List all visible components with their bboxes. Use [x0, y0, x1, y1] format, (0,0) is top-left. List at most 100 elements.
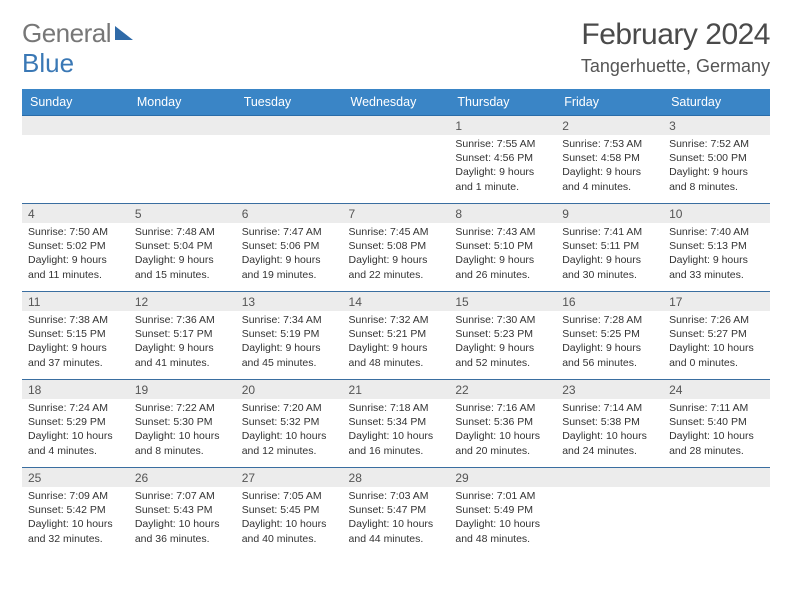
day-line: and 48 minutes.	[349, 356, 444, 370]
header: General February 2024 Tangerhuette, Germ…	[22, 18, 770, 77]
day-line: Sunset: 5:10 PM	[455, 239, 550, 253]
day-details: Sunrise: 7:01 AMSunset: 5:49 PMDaylight:…	[449, 487, 556, 556]
calendar-cell: 14Sunrise: 7:32 AMSunset: 5:21 PMDayligh…	[343, 292, 450, 380]
day-line: Sunrise: 7:48 AM	[135, 225, 230, 239]
day-number: 4	[22, 204, 129, 223]
day-line: and 19 minutes.	[242, 268, 337, 282]
day-line: Daylight: 10 hours	[669, 341, 764, 355]
day-line: Daylight: 10 hours	[562, 429, 657, 443]
day-line: Sunrise: 7:30 AM	[455, 313, 550, 327]
calendar-cell-empty	[129, 116, 236, 204]
calendar-cell: 24Sunrise: 7:11 AMSunset: 5:40 PMDayligh…	[663, 380, 770, 468]
day-line: Sunset: 5:23 PM	[455, 327, 550, 341]
day-line: Daylight: 9 hours	[669, 253, 764, 267]
day-line: Sunset: 5:30 PM	[135, 415, 230, 429]
day-details: Sunrise: 7:53 AMSunset: 4:58 PMDaylight:…	[556, 135, 663, 203]
day-line: Daylight: 10 hours	[135, 517, 230, 531]
calendar-cell: 6Sunrise: 7:47 AMSunset: 5:06 PMDaylight…	[236, 204, 343, 292]
day-line: Sunset: 5:38 PM	[562, 415, 657, 429]
day-number-empty	[663, 468, 770, 487]
day-line: and 30 minutes.	[562, 268, 657, 282]
weekday-header: Tuesday	[236, 89, 343, 116]
day-line: Daylight: 9 hours	[562, 341, 657, 355]
day-number: 2	[556, 116, 663, 135]
calendar-cell: 25Sunrise: 7:09 AMSunset: 5:42 PMDayligh…	[22, 468, 129, 556]
day-line: Sunset: 5:34 PM	[349, 415, 444, 429]
day-line: Daylight: 9 hours	[135, 253, 230, 267]
day-details: Sunrise: 7:40 AMSunset: 5:13 PMDaylight:…	[663, 223, 770, 291]
calendar-cell: 3Sunrise: 7:52 AMSunset: 5:00 PMDaylight…	[663, 116, 770, 204]
day-line: and 37 minutes.	[28, 356, 123, 370]
weekday-header: Monday	[129, 89, 236, 116]
day-line: Daylight: 10 hours	[242, 429, 337, 443]
day-details: Sunrise: 7:47 AMSunset: 5:06 PMDaylight:…	[236, 223, 343, 291]
weekday-header: Wednesday	[343, 89, 450, 116]
day-line: Daylight: 10 hours	[28, 517, 123, 531]
day-line: Daylight: 9 hours	[242, 253, 337, 267]
day-line: Sunset: 5:00 PM	[669, 151, 764, 165]
day-details: Sunrise: 7:26 AMSunset: 5:27 PMDaylight:…	[663, 311, 770, 379]
day-number: 5	[129, 204, 236, 223]
day-line: Daylight: 9 hours	[28, 253, 123, 267]
day-line: and 32 minutes.	[28, 532, 123, 546]
day-line: Sunrise: 7:16 AM	[455, 401, 550, 415]
day-line: Sunrise: 7:53 AM	[562, 137, 657, 151]
day-line: and 36 minutes.	[135, 532, 230, 546]
day-line: Sunrise: 7:34 AM	[242, 313, 337, 327]
calendar-cell-empty	[556, 468, 663, 556]
calendar-cell: 2Sunrise: 7:53 AMSunset: 4:58 PMDaylight…	[556, 116, 663, 204]
calendar-cell: 5 Sunrise: 7:48 AMSunset: 5:04 PMDaylight…	[129, 204, 236, 292]
calendar-row: 11Sunrise: 7:38 AMSunset: 5:15 PMDayligh…	[22, 292, 770, 380]
day-details: Sunrise: 7:34 AMSunset: 5:19 PMDaylight:…	[236, 311, 343, 379]
weekday-row: SundayMondayTuesdayWednesdayThursdayFrid…	[22, 89, 770, 116]
day-line: Sunrise: 7:52 AM	[669, 137, 764, 151]
day-line: Daylight: 10 hours	[349, 429, 444, 443]
day-number: 12	[129, 292, 236, 311]
day-line: Sunset: 5:29 PM	[28, 415, 123, 429]
day-number: 24	[663, 380, 770, 399]
day-line: Daylight: 9 hours	[562, 165, 657, 179]
day-line: Sunset: 5:25 PM	[562, 327, 657, 341]
calendar-row: 25Sunrise: 7:09 AMSunset: 5:42 PMDayligh…	[22, 468, 770, 556]
day-number: 22	[449, 380, 556, 399]
day-line: and 45 minutes.	[242, 356, 337, 370]
day-details: Sunrise: 7:36 AMSunset: 5:17 PMDaylight:…	[129, 311, 236, 379]
calendar-row: 4Sunrise: 7:50 AMSunset: 5:02 PMDaylight…	[22, 204, 770, 292]
day-line: Daylight: 9 hours	[455, 165, 550, 179]
calendar-cell: 17Sunrise: 7:26 AMSunset: 5:27 PMDayligh…	[663, 292, 770, 380]
day-line: and 20 minutes.	[455, 444, 550, 458]
weekday-header: Friday	[556, 89, 663, 116]
day-line: Sunset: 5:13 PM	[669, 239, 764, 253]
calendar-cell: 4Sunrise: 7:50 AMSunset: 5:02 PMDaylight…	[22, 204, 129, 292]
day-line: Sunrise: 7:11 AM	[669, 401, 764, 415]
day-line: Sunset: 5:21 PM	[349, 327, 444, 341]
day-details: Sunrise: 7:14 AMSunset: 5:38 PMDaylight:…	[556, 399, 663, 467]
day-line: and 28 minutes.	[669, 444, 764, 458]
day-number: 8	[449, 204, 556, 223]
day-line: Sunrise: 7:40 AM	[669, 225, 764, 239]
day-line: Daylight: 10 hours	[135, 429, 230, 443]
day-details: Sunrise: 7:09 AMSunset: 5:42 PMDaylight:…	[22, 487, 129, 556]
day-line: Sunrise: 7:05 AM	[242, 489, 337, 503]
day-line: Sunset: 5:04 PM	[135, 239, 230, 253]
day-line: and 16 minutes.	[349, 444, 444, 458]
day-line: Sunrise: 7:55 AM	[455, 137, 550, 151]
day-line: Daylight: 10 hours	[242, 517, 337, 531]
day-line: Daylight: 9 hours	[28, 341, 123, 355]
logo-text: General	[22, 18, 111, 49]
day-details: Sunrise: 7:07 AMSunset: 5:43 PMDaylight:…	[129, 487, 236, 556]
day-line: Sunset: 5:43 PM	[135, 503, 230, 517]
day-line: Daylight: 9 hours	[349, 253, 444, 267]
calendar-cell: 29Sunrise: 7:01 AMSunset: 5:49 PMDayligh…	[449, 468, 556, 556]
day-line: Sunset: 5:27 PM	[669, 327, 764, 341]
day-line: and 12 minutes.	[242, 444, 337, 458]
title-block: February 2024 Tangerhuette, Germany	[581, 18, 770, 77]
calendar-row: 1Sunrise: 7:55 AMSunset: 4:56 PMDaylight…	[22, 116, 770, 204]
day-number: 9	[556, 204, 663, 223]
day-number: 26	[129, 468, 236, 487]
day-details: Sunrise: 7:20 AMSunset: 5:32 PMDaylight:…	[236, 399, 343, 467]
day-number: 23	[556, 380, 663, 399]
day-details: Sunrise: 7:38 AMSunset: 5:15 PMDaylight:…	[22, 311, 129, 379]
calendar-cell: 8Sunrise: 7:43 AMSunset: 5:10 PMDaylight…	[449, 204, 556, 292]
title-month: February 2024	[581, 18, 770, 52]
